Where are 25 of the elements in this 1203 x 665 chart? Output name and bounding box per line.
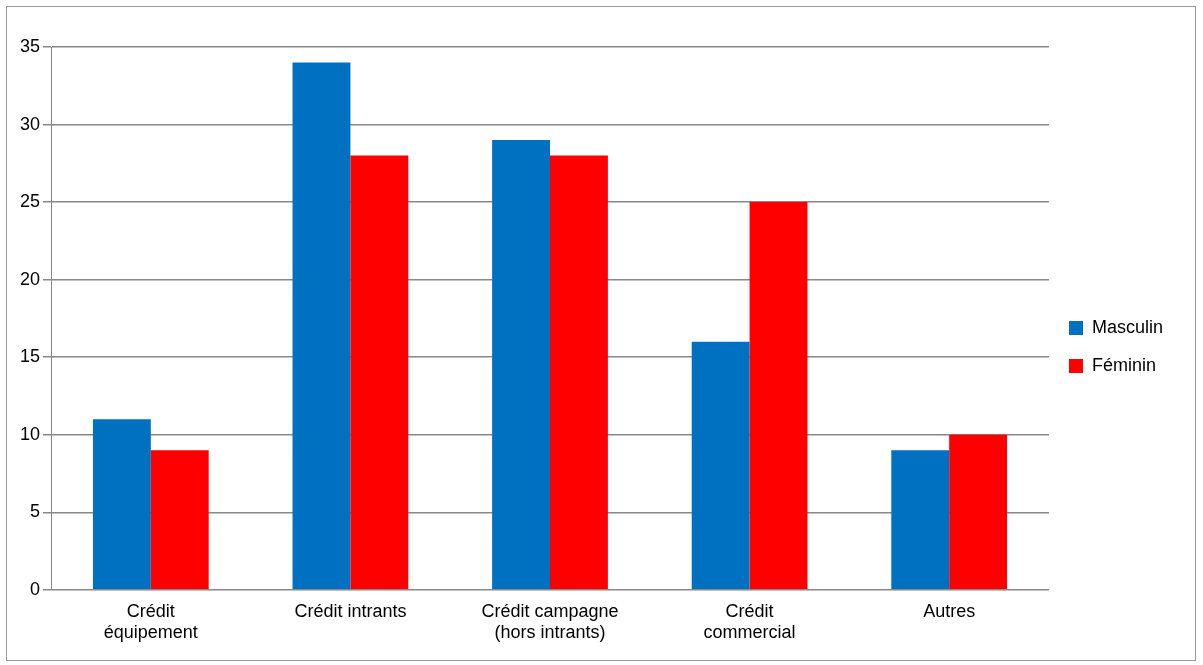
bar bbox=[749, 202, 808, 590]
bar bbox=[492, 140, 550, 590]
y-tick-label: 15 bbox=[19, 346, 41, 367]
y-tick-label: 25 bbox=[19, 191, 41, 212]
x-tick-label: Crédit campagne (hors intrants) bbox=[481, 600, 619, 643]
x-tick-label: Crédit commercial bbox=[703, 600, 796, 643]
bar bbox=[350, 155, 409, 590]
y-tick-label: 35 bbox=[19, 35, 41, 56]
bar bbox=[691, 341, 750, 590]
bar bbox=[891, 450, 950, 590]
bar bbox=[949, 434, 1008, 590]
bar bbox=[550, 155, 608, 590]
legend-label: Masculin bbox=[1091, 316, 1164, 337]
bar bbox=[150, 450, 209, 590]
y-tick-label: 30 bbox=[19, 113, 41, 134]
y-tick-label: 20 bbox=[19, 268, 41, 289]
bar bbox=[92, 419, 151, 590]
x-tick-label: Crédit intrants bbox=[294, 600, 407, 621]
bar bbox=[292, 62, 351, 590]
y-tick-label: 5 bbox=[30, 501, 41, 522]
y-tick-label: 10 bbox=[19, 423, 41, 444]
x-tick-label: Autres bbox=[923, 600, 976, 621]
y-tick-label: 0 bbox=[30, 578, 41, 599]
x-tick-label: Crédit équipement bbox=[103, 600, 198, 643]
legend-label: Féminin bbox=[1091, 354, 1157, 375]
